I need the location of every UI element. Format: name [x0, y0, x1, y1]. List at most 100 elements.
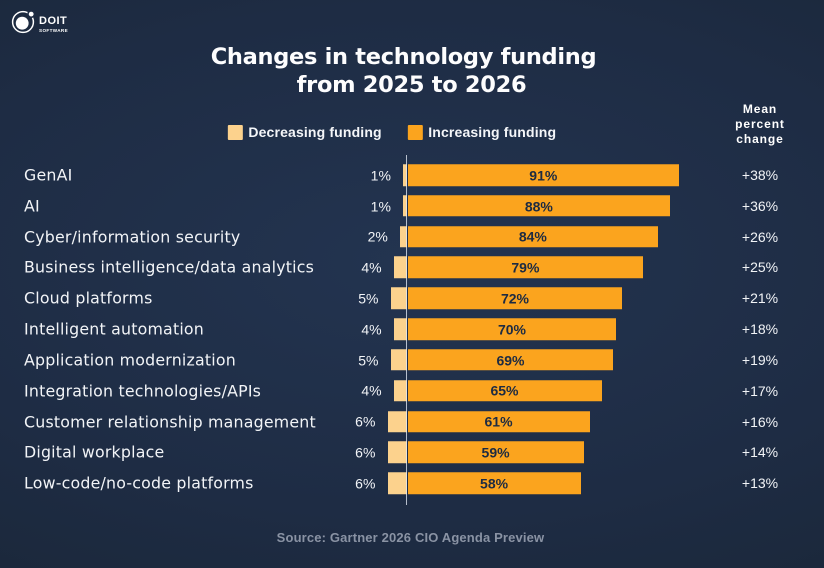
- increasing-value-label: 70%: [497, 321, 526, 338]
- mean-percent-change-value: +21%: [741, 290, 779, 307]
- mean-percent-change-value: +25%: [741, 259, 779, 276]
- mean-percent-change-value: +26%: [741, 228, 779, 245]
- legend-item-increasing: Increasing funding: [407, 124, 557, 140]
- increasing-value-label: 61%: [484, 413, 513, 430]
- increasing-value-label: 65%: [490, 382, 519, 399]
- doit-logo-icon: [11, 10, 36, 34]
- increasing-bar: 65%: [407, 379, 602, 402]
- increasing-bar: 91%: [407, 164, 680, 186]
- decreasing-value-label: 2%: [367, 228, 388, 245]
- mean-header-line1: Mean: [742, 102, 778, 116]
- category-label: Digital workplace: [24, 442, 165, 462]
- category-label: Cloud platforms: [24, 288, 153, 308]
- logo-subname: SOFTWARE: [39, 28, 69, 34]
- chart-title-line1: Changes in technology funding: [210, 44, 597, 70]
- category-label: Application modernization: [24, 350, 236, 370]
- legend-item-decreasing: Decreasing funding: [227, 124, 382, 140]
- decreasing-value-label: 5%: [358, 351, 379, 368]
- decreasing-bar: [387, 441, 407, 464]
- decreasing-bar: [394, 256, 407, 279]
- increasing-value-label: 91%: [529, 167, 558, 183]
- decreasing-group: 1%: [371, 195, 407, 217]
- decreasing-group: 6%: [355, 410, 407, 433]
- decreasing-group: 6%: [355, 472, 407, 494]
- decreasing-group: 5%: [358, 349, 407, 371]
- decreasing-bar: [387, 472, 407, 494]
- increasing-value-label: 79%: [511, 259, 540, 276]
- decreasing-group: 5%: [358, 287, 407, 309]
- increasing-bar: 69%: [407, 349, 614, 371]
- chart-row: GenAI 1% 91% +38%: [0, 160, 824, 191]
- increasing-value-label: 59%: [481, 444, 510, 461]
- decreasing-value-label: 6%: [355, 444, 376, 461]
- decreasing-group: 1%: [371, 164, 407, 186]
- mean-percent-change-value: +19%: [741, 351, 779, 368]
- increasing-value-label: 88%: [524, 197, 553, 214]
- increasing-value-label: 84%: [518, 228, 547, 245]
- increasing-bar: 58%: [407, 472, 581, 494]
- category-label: Customer relationship management: [24, 412, 316, 431]
- mean-percent-change-value: +38%: [741, 167, 779, 183]
- mean-header-line2: percent: [735, 117, 785, 131]
- chart-title-line2: from 2025 to 2026: [296, 72, 527, 98]
- legend-label-increasing: Increasing funding: [428, 124, 557, 140]
- logo-name: DOIT: [39, 14, 68, 27]
- increasing-bar: 72%: [407, 287, 623, 309]
- decreasing-value-label: 4%: [361, 382, 382, 399]
- doit-software-logo: DOIT SOFTWARE: [8, 8, 84, 46]
- legend-swatch-increasing: [407, 124, 423, 140]
- chart-row: Cyber/information security 2% 84% +26%: [0, 221, 824, 252]
- mean-header-line3: change: [736, 132, 784, 146]
- decreasing-value-label: 1%: [370, 167, 391, 183]
- category-label: GenAI: [24, 165, 73, 185]
- mean-percent-change-value: +36%: [741, 197, 779, 214]
- legend-swatch-decreasing: [227, 124, 243, 140]
- chart-row: Digital workplace 6% 59% +14%: [0, 437, 824, 468]
- mean-percent-change-value: +13%: [741, 475, 779, 492]
- category-label: Low-code/no-code platforms: [24, 473, 254, 493]
- chart-row: Business intelligence/data analytics 4% …: [0, 252, 824, 283]
- decreasing-bar: [403, 195, 407, 217]
- legend: Decreasing funding Increasing funding: [227, 124, 557, 140]
- source-note: Source: Gartner 2026 CIO Agenda Preview: [276, 530, 545, 545]
- increasing-bar: 84%: [407, 225, 659, 248]
- chart-row: Integration technologies/APIs 4% 65% +17…: [0, 375, 824, 406]
- category-label: AI: [24, 196, 40, 216]
- increasing-bar: 79%: [407, 256, 644, 279]
- chart-row: Intelligent automation 4% 70% +18%: [0, 314, 824, 345]
- decreasing-bar: [394, 379, 407, 402]
- increasing-bar: 59%: [407, 441, 584, 464]
- increasing-value-label: 69%: [496, 351, 525, 368]
- chart-row: AI 1% 88% +36%: [0, 190, 824, 221]
- decreasing-value-label: 4%: [361, 321, 382, 338]
- mean-percent-change-value: +16%: [741, 413, 779, 430]
- decreasing-value-label: 6%: [355, 475, 376, 492]
- increasing-bar: 88%: [407, 195, 671, 217]
- chart-row: Customer relationship management 6% 61% …: [0, 406, 824, 437]
- decreasing-value-label: 1%: [370, 197, 391, 214]
- mean-percent-change-value: +17%: [741, 382, 779, 399]
- mean-percent-change-value: +14%: [741, 444, 779, 461]
- chart-row: Low-code/no-code platforms 6% 58% +13%: [0, 468, 824, 499]
- decreasing-bar: [391, 287, 407, 309]
- decreasing-value-label: 5%: [358, 290, 379, 307]
- chart-title: Changes in technology funding from 2025 …: [0, 43, 824, 99]
- increasing-bar: 61%: [407, 410, 590, 433]
- decreasing-bar: [403, 164, 407, 186]
- decreasing-bar: [400, 225, 407, 248]
- decreasing-bar: [391, 349, 407, 371]
- category-label: Integration technologies/APIs: [24, 381, 262, 401]
- decreasing-value-label: 6%: [355, 413, 376, 430]
- chart-rows: GenAI 1% 91% +38% AI 1% 88% +36% Cyber/i…: [0, 160, 824, 500]
- legend-label-decreasing: Decreasing funding: [248, 124, 382, 140]
- increasing-value-label: 58%: [480, 475, 509, 492]
- mean-percent-change-value: +18%: [741, 321, 779, 338]
- category-label: Cyber/information security: [24, 227, 241, 247]
- decreasing-bar: [394, 318, 407, 340]
- mean-percent-change-header: Mean percent change: [700, 102, 820, 147]
- increasing-bar: 70%: [407, 318, 617, 340]
- decreasing-group: 6%: [355, 441, 407, 464]
- category-label: Intelligent automation: [24, 319, 205, 339]
- decreasing-value-label: 4%: [361, 259, 382, 276]
